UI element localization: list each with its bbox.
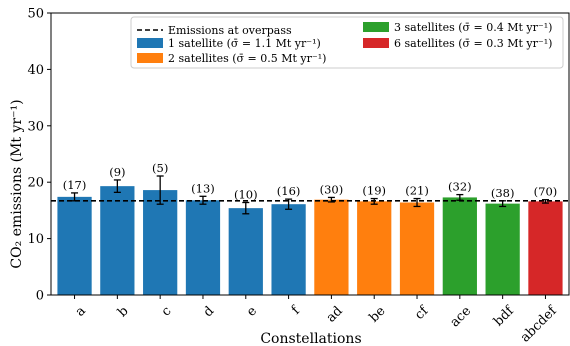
count-label-f: (16) [277,184,301,198]
x-tick-label-c: c [159,304,175,320]
bar-a [57,196,92,295]
bar-c [143,190,178,295]
x-tick-label-cf: cf [412,303,432,323]
x-axis-label: Constellations [260,331,361,346]
y-tick-label-20: 20 [27,176,44,191]
legend-frame [130,16,564,69]
count-label-ace: (32) [448,180,472,194]
count-label-cf: (21) [405,184,429,198]
bar-b [100,186,135,295]
bar-bdf [485,203,520,295]
count-label-e: (10) [234,188,258,202]
y-tick-label-40: 40 [27,63,44,78]
legend-label-6-satellites: 6 satellites (σ̄ = 0.3 Mt yr⁻¹) [394,37,552,50]
count-labels-layer: (17) (9) (5) (13) (10) (16) (30) (19) (21) (32) (3… [63,161,558,202]
x-tick-label-ad: ad [324,304,346,326]
count-label-a: (17) [63,178,87,192]
legend-label-2-satellites: 2 satellites (σ̄ = 0.5 Mt yr⁻¹) [168,52,326,65]
count-label-bdf: (38) [491,186,515,200]
count-label-ad: (30) [320,182,344,196]
plot-frame [50,12,570,296]
bar-d [185,200,221,295]
x-tick-label-be: be [367,303,389,325]
x-tick-label-ace: ace [447,303,474,330]
legend-swatch-1-satellite [137,38,163,48]
y-tick-label-10: 10 [27,232,44,247]
count-label-d: (13) [191,181,215,195]
bars-layer [57,186,563,295]
x-tick-label-abcdef: abcdef [518,303,561,346]
y-axis-label: CO₂ emissions (Mt yr⁻¹) [9,99,25,268]
x-tick-label-a: a [73,303,89,319]
y-tick-label-0: 0 [36,289,44,304]
bar-ace [442,197,477,295]
x-tick-label-b: b [115,304,131,320]
bar-be [357,201,392,295]
count-label-abcdef: (70) [534,185,558,199]
count-label-c: (5) [152,161,168,175]
x-tick-label-bdf: bdf [491,303,518,330]
bar-abcdef [528,201,563,295]
legend-swatch-6-satellites [363,38,389,48]
count-label-be: (19) [362,184,386,198]
y-axis: 0 10 20 30 40 50 [27,7,51,304]
legend-label-3-satellites: 3 satellites (σ̄ = 0.4 Mt yr⁻¹) [394,21,552,34]
x-tick-label-e: e [244,303,260,319]
y-tick-label-50: 50 [27,7,44,22]
legend: Emissions at overpass 1 satellite (σ̄ = … [130,16,564,69]
error-bars-layer [71,175,549,215]
bar-cf [399,202,435,295]
x-tick-label-d: d [201,304,217,320]
y-tick-label-30: 30 [27,119,44,134]
bar-f [271,204,306,295]
legend-reference-label: Emissions at overpass [168,24,292,37]
legend-label-1-satellite: 1 satellite (σ̄ = 1.1 Mt yr⁻¹) [168,37,321,50]
legend-swatch-3-satellites [363,22,389,32]
bar-ad [314,199,349,295]
legend-swatch-2-satellites [137,53,163,63]
x-tick-label-f: f [289,303,304,318]
bar-e [228,208,263,295]
count-label-b: (9) [109,165,125,179]
